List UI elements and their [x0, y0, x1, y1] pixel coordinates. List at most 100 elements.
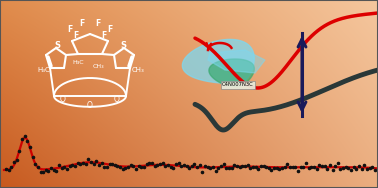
Point [99, 161, 105, 164]
Point [210, 166, 216, 169]
Point [175, 162, 181, 165]
Point [130, 164, 136, 167]
Point [223, 166, 229, 169]
Point [117, 165, 123, 168]
Point [85, 158, 91, 161]
Point [327, 163, 333, 166]
Point [88, 161, 94, 164]
Polygon shape [208, 50, 265, 73]
Point [276, 167, 282, 170]
Point [330, 168, 336, 171]
Point [157, 163, 163, 166]
Point [14, 158, 20, 161]
Point [29, 156, 36, 159]
Point [292, 166, 298, 169]
Point [112, 164, 118, 167]
Point [35, 165, 41, 168]
Text: S: S [54, 42, 60, 51]
Point [255, 168, 261, 171]
Point [109, 162, 115, 165]
Point [324, 167, 330, 170]
Point [295, 169, 301, 172]
Point [104, 165, 110, 168]
Point [77, 163, 84, 166]
Text: H₃C: H₃C [38, 67, 50, 73]
Point [146, 162, 152, 165]
Point [162, 164, 168, 167]
Point [141, 165, 147, 168]
Point [316, 164, 322, 167]
Text: F: F [79, 20, 85, 29]
Point [144, 163, 150, 166]
Point [192, 163, 198, 166]
Text: O: O [114, 96, 120, 105]
Text: F: F [95, 20, 101, 29]
Point [173, 163, 179, 166]
Point [343, 165, 349, 168]
Point [205, 166, 211, 169]
Point [282, 165, 288, 168]
Point [96, 164, 102, 167]
Point [305, 166, 311, 169]
Point [356, 165, 362, 168]
Point [74, 161, 81, 164]
Point [208, 166, 214, 169]
Point [51, 169, 57, 172]
Point [279, 166, 285, 169]
Point [351, 166, 357, 169]
Point [32, 163, 38, 166]
Point [83, 162, 89, 165]
Point [91, 163, 97, 166]
Text: O: O [87, 101, 93, 110]
Text: F: F [73, 32, 79, 40]
Point [260, 165, 266, 168]
Point [149, 162, 155, 165]
Point [271, 166, 277, 169]
Point [101, 166, 107, 169]
Text: CH₃: CH₃ [132, 67, 144, 73]
Text: F: F [107, 26, 113, 35]
Point [345, 167, 352, 170]
Point [332, 165, 338, 168]
Point [221, 163, 227, 166]
Text: C4N007N3C: C4N007N3C [222, 83, 254, 87]
Point [348, 168, 354, 171]
Point [107, 163, 113, 166]
Point [266, 166, 272, 169]
Text: CH₃: CH₃ [92, 64, 104, 68]
Point [122, 166, 129, 169]
Point [213, 169, 219, 172]
Point [194, 166, 200, 169]
Point [53, 169, 59, 172]
Point [16, 150, 22, 153]
Polygon shape [182, 39, 254, 83]
Point [314, 168, 320, 171]
Point [226, 167, 232, 170]
Point [19, 138, 25, 141]
Point [80, 162, 86, 165]
Point [160, 161, 166, 164]
Point [218, 165, 224, 168]
Polygon shape [209, 59, 254, 87]
Point [3, 168, 9, 171]
Point [242, 165, 248, 168]
Point [181, 163, 187, 166]
Point [120, 168, 126, 171]
Point [311, 166, 317, 169]
Point [361, 163, 367, 166]
Point [183, 164, 189, 167]
Text: S: S [120, 42, 126, 51]
Point [372, 169, 378, 172]
Point [24, 139, 30, 143]
Point [364, 168, 370, 171]
Point [189, 165, 195, 168]
Point [359, 168, 365, 171]
Point [197, 163, 203, 166]
Text: F: F [67, 26, 73, 35]
Text: H₃C: H₃C [72, 59, 84, 64]
Point [115, 165, 121, 168]
Point [37, 171, 43, 174]
Point [319, 164, 325, 167]
Point [308, 165, 314, 168]
Point [93, 160, 99, 163]
